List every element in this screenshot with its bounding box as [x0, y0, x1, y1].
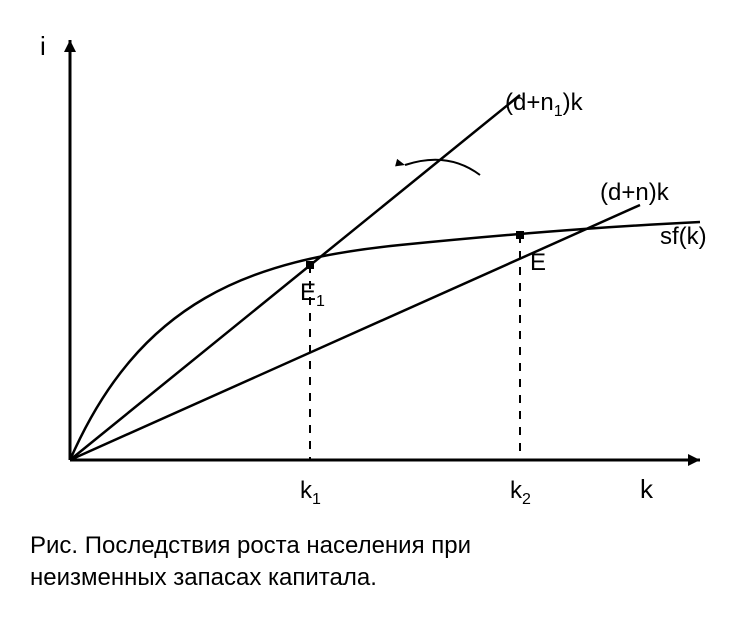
point-e1	[306, 261, 314, 269]
transition-arrow	[405, 160, 480, 175]
curve-sfk-label: sf(k)	[660, 223, 707, 250]
line-dn-k	[70, 205, 640, 460]
line-dn1-k	[70, 95, 520, 460]
k1-label: k1	[300, 477, 321, 508]
point-e-label: E	[530, 249, 546, 276]
x-axis-label: k	[640, 474, 654, 504]
solow-diagram: i k k1 k2 (d+n1)k (d+n)k sf(k) E E1	[0, 0, 746, 618]
y-axis-label: i	[40, 31, 46, 61]
line-dnk-label: (d+n)k	[600, 179, 670, 206]
point-e	[516, 231, 524, 239]
caption-line-2: неизменных запасах капитала.	[30, 562, 471, 594]
x-axis-arrow-icon	[688, 454, 700, 466]
caption-line-1: Рис. Последствия роста населения при	[30, 530, 471, 562]
figure-caption: Рис. Последствия роста населения при неи…	[30, 530, 471, 594]
curve-sfk	[70, 222, 700, 460]
y-axis-arrow-icon	[64, 40, 76, 52]
transition-arrow-head-icon	[395, 159, 405, 167]
line-dn1k-label: (d+n1)k	[505, 89, 584, 120]
k2-label: k2	[510, 477, 531, 508]
point-e1-label: E1	[300, 279, 325, 310]
